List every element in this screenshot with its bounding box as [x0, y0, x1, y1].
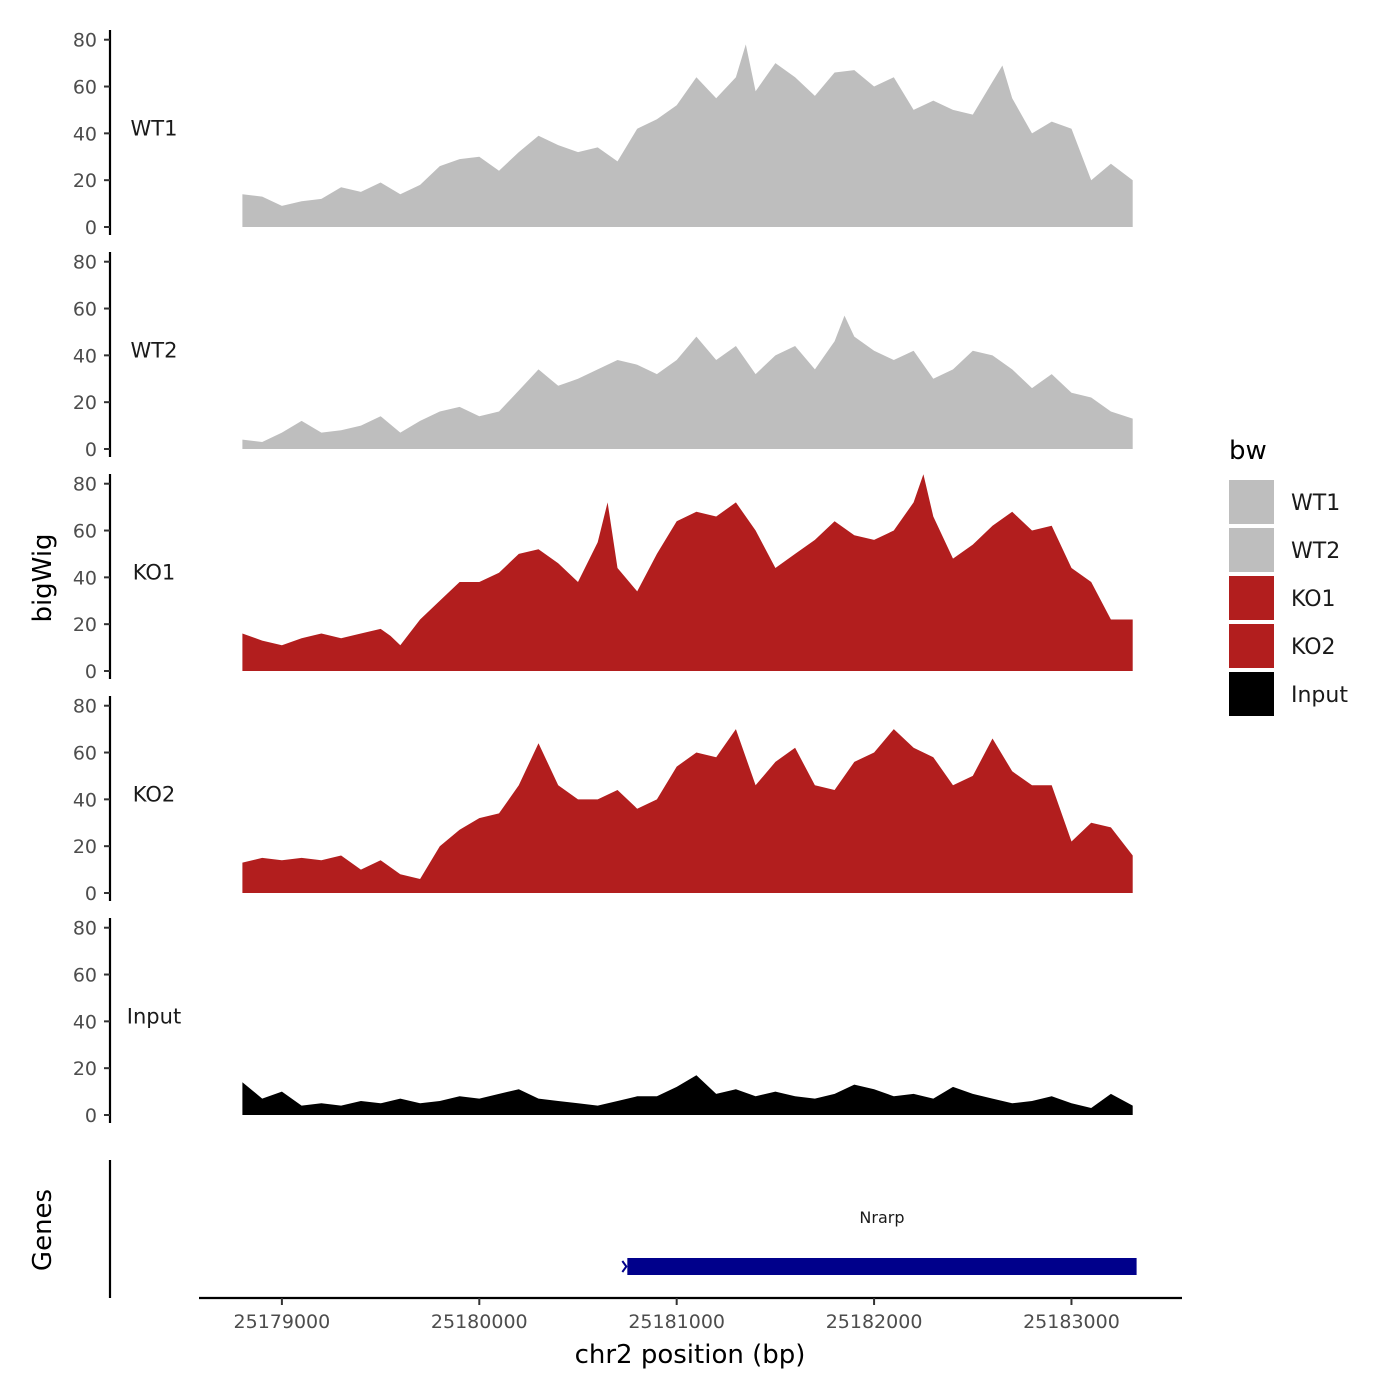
strand-arrow-icon	[621, 1260, 628, 1273]
legend: bw WT1 WT2 KO1 KO2 Input	[1229, 436, 1348, 716]
y-tick-label: 40	[73, 123, 97, 145]
gene-features: Nrarp	[621, 1208, 1137, 1275]
legend-label: KO1	[1291, 587, 1336, 612]
y-tick-label: 20	[73, 614, 97, 636]
genes-axis-title: Genes	[28, 1189, 58, 1271]
x-axis: 25179000 25180000 25181000 25182000 25183000…	[199, 1296, 1182, 1370]
legend-items: WT1 WT2 KO1 KO2 Input	[1229, 480, 1348, 716]
legend-swatch	[1229, 624, 1274, 668]
legend-swatch	[1229, 672, 1274, 716]
area-ko2	[242, 729, 1133, 893]
legend-label: KO2	[1291, 635, 1336, 660]
x-tick-label: 25179000	[234, 1311, 331, 1333]
genes-panel: Genes Nrarp	[28, 1160, 1137, 1298]
y-tick-label: 0	[85, 217, 97, 239]
legend-label: WT1	[1291, 491, 1340, 516]
track-panels: 0 20 40 60 80 WT1 0 20 40 60 80 WT2 0 20 40 60 80 KO1 0 20 4…	[73, 30, 1133, 1127]
area-wt2	[242, 315, 1133, 449]
x-axis-title: chr2 position (bp)	[575, 1340, 806, 1370]
y-tick-label: 40	[73, 1011, 97, 1033]
legend-label: Input	[1291, 683, 1348, 708]
y-tick-label: 60	[73, 743, 97, 765]
x-tick-label: 25180000	[431, 1311, 528, 1333]
y-tick-label: 80	[73, 918, 97, 940]
track-label: Input	[127, 1004, 181, 1028]
legend-swatch	[1229, 576, 1274, 620]
y-tick-label: 20	[73, 1058, 97, 1080]
y-tick-label: 80	[73, 252, 97, 274]
x-axis-ticks: 25179000 25180000 25181000 25182000 25183000	[234, 1298, 1120, 1333]
track-panel-wt1: 0 20 40 60 80 WT1	[73, 30, 1133, 239]
y-tick-label: 40	[73, 789, 97, 811]
legend-label: WT2	[1291, 539, 1340, 564]
track-label: KO2	[133, 782, 176, 806]
track-panel-ko1: 0 20 40 60 80 KO1	[73, 474, 1133, 683]
y-tick-label: 60	[73, 77, 97, 99]
y-tick-label: 60	[73, 965, 97, 987]
y-tick-label: 80	[73, 696, 97, 718]
legend-item-wt2: WT2	[1229, 528, 1340, 572]
y-tick-label: 20	[73, 836, 97, 858]
y-tick-label: 20	[73, 392, 97, 414]
y-tick-label: 40	[73, 345, 97, 367]
gene-body	[627, 1258, 1137, 1275]
track-label: WT1	[131, 116, 178, 140]
legend-item-ko1: KO1	[1229, 576, 1336, 620]
y-tick-label: 0	[85, 661, 97, 683]
legend-item-input: Input	[1229, 672, 1348, 716]
y-tick-label: 80	[73, 474, 97, 496]
area-wt1	[242, 44, 1133, 228]
track-panel-ko2: 0 20 40 60 80 KO2	[73, 696, 1133, 905]
y-tick-label: 60	[73, 299, 97, 321]
y-tick-label: 0	[85, 439, 97, 461]
y-tick-label: 60	[73, 521, 97, 543]
y-tick-label: 0	[85, 1105, 97, 1127]
legend-item-ko2: KO2	[1229, 624, 1336, 668]
y-tick-label: 40	[73, 567, 97, 589]
y-tick-label: 20	[73, 170, 97, 192]
legend-swatch	[1229, 480, 1274, 524]
gene-nrarp: Nrarp	[621, 1208, 1137, 1275]
y-axis-title: bigWig	[28, 533, 58, 622]
area-ko1	[242, 474, 1133, 671]
y-tick-label: 0	[85, 883, 97, 905]
legend-item-wt1: WT1	[1229, 480, 1340, 524]
x-tick-label: 25183000	[1023, 1311, 1120, 1333]
legend-title: bw	[1229, 436, 1267, 466]
track-label: WT2	[131, 338, 178, 362]
track-label: KO1	[133, 560, 176, 584]
x-tick-label: 25182000	[826, 1311, 923, 1333]
area-input	[242, 1075, 1133, 1115]
legend-swatch	[1229, 528, 1274, 572]
track-panel-input: 0 20 40 60 80 Input	[73, 918, 1133, 1127]
track-panel-wt2: 0 20 40 60 80 WT2	[73, 252, 1133, 461]
x-tick-label: 25181000	[628, 1311, 725, 1333]
gene-label: Nrarp	[859, 1208, 904, 1227]
y-tick-label: 80	[73, 30, 97, 52]
